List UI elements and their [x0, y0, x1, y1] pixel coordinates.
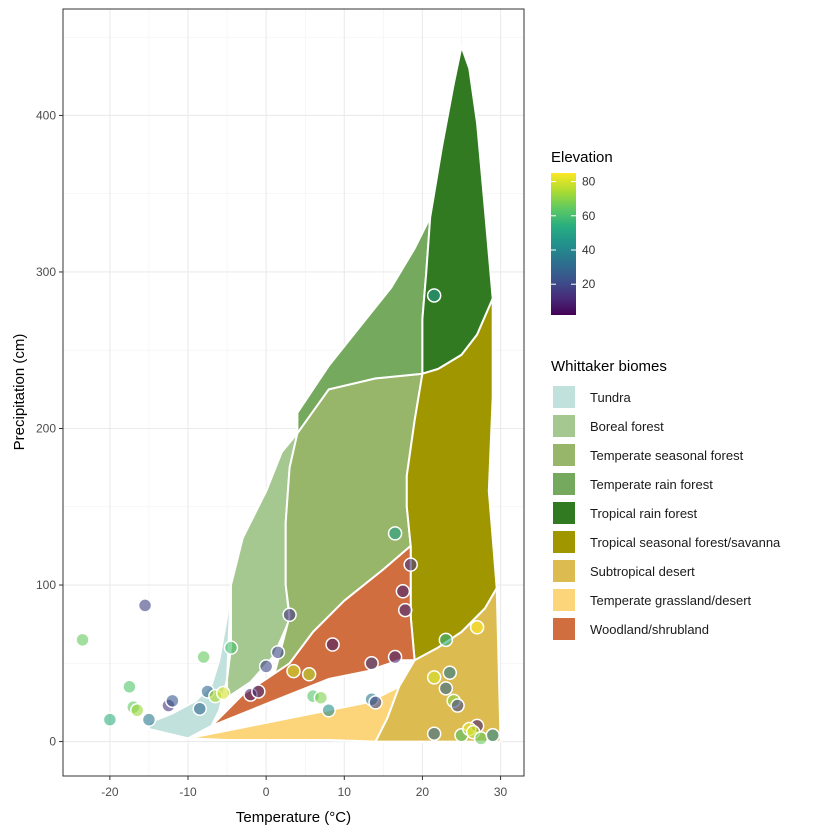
legend-label: Subtropical desert	[590, 564, 695, 579]
y-axis-title: Precipitation (cm)	[11, 334, 28, 451]
x-tick-label: 10	[338, 785, 352, 799]
legend-swatch	[553, 531, 575, 553]
data-point	[196, 649, 211, 665]
legend-swatch	[553, 386, 575, 408]
legend-label: Temperate rain forest	[590, 477, 713, 492]
data-point	[473, 731, 489, 746]
colorbar-tick-label: 60	[582, 209, 596, 223]
legend-swatch	[553, 560, 575, 582]
y-tick-label: 100	[36, 578, 56, 592]
grid-minor	[63, 9, 524, 776]
x-axis-title: Temperature (°C)	[236, 809, 351, 826]
data-point	[102, 712, 118, 727]
y-tick-label: 400	[36, 108, 56, 122]
data-point	[368, 695, 383, 710]
data-point	[438, 681, 454, 696]
data-point	[282, 607, 297, 623]
x-axis-title-unit: (°C)	[324, 809, 351, 826]
legend-swatch	[553, 473, 575, 495]
data-point	[137, 598, 153, 613]
legend-label: Temperate seasonal forest	[590, 448, 744, 463]
data-point	[403, 557, 418, 572]
biome-legend-title: Whittaker biomes	[551, 358, 667, 375]
data-point	[387, 649, 403, 665]
colorbar-tick-label: 40	[582, 243, 596, 257]
data-point	[426, 288, 442, 303]
data-point	[165, 693, 180, 709]
x-tick-label: -20	[101, 785, 119, 799]
data-point	[251, 684, 266, 699]
data-point	[395, 584, 411, 599]
data-point	[129, 703, 145, 718]
data-point	[387, 526, 403, 541]
data-point	[321, 703, 336, 718]
biome-legend: Tundra Boreal forest Temperate seasonal fo…	[553, 386, 781, 640]
data-point	[258, 659, 274, 674]
data-point	[469, 620, 485, 635]
legend-swatch	[553, 415, 575, 437]
data-point	[325, 637, 340, 652]
data-point	[485, 728, 500, 743]
data-points	[75, 288, 500, 746]
y-axis-ticks: 0 100 200 300 400	[36, 108, 63, 749]
x-axis-ticks: -20 -10 0 10 20 30	[101, 776, 508, 799]
data-point	[223, 640, 239, 655]
colorbar-title: Elevation	[551, 149, 613, 166]
data-point	[215, 685, 231, 701]
data-point	[286, 663, 301, 679]
data-point	[450, 698, 465, 713]
colorbar-tick-label: 20	[582, 277, 596, 291]
y-tick-label: 0	[49, 735, 56, 749]
plot-border	[62, 8, 525, 777]
legend-label: Tropical rain forest	[590, 506, 698, 521]
data-point	[426, 670, 442, 685]
data-point	[270, 645, 286, 660]
legend-label: Woodland/shrubland	[590, 622, 709, 637]
colorbar-tick-label: 80	[582, 175, 596, 189]
data-point	[364, 656, 379, 671]
legend-label: Temperate grassland/desert	[590, 593, 752, 608]
legend-label: Boreal forest	[590, 419, 664, 434]
colorbar-ticks: 20 40 60 80	[551, 175, 596, 291]
legend-swatch	[553, 502, 575, 524]
data-point	[442, 665, 458, 680]
legend-label: Tundra	[590, 390, 631, 405]
data-point	[75, 632, 90, 648]
x-tick-label: -10	[179, 785, 197, 799]
colorbar	[551, 173, 576, 315]
legend-swatch	[553, 444, 575, 466]
y-tick-label: 200	[36, 422, 56, 436]
x-tick-label: 20	[416, 785, 430, 799]
data-point	[301, 667, 317, 682]
data-point	[438, 632, 454, 648]
data-point	[426, 726, 442, 741]
data-point	[192, 701, 207, 716]
legend-swatch	[553, 618, 575, 640]
legend-swatch	[553, 589, 575, 611]
data-point	[397, 602, 413, 618]
biome-woodland-shrubland	[210, 544, 416, 727]
biome-temperate-grassland-desert	[187, 685, 400, 743]
data-point	[122, 679, 137, 695]
x-tick-label: 0	[263, 785, 270, 799]
y-tick-label: 300	[36, 265, 56, 279]
data-point	[141, 712, 157, 727]
data-point	[313, 690, 329, 705]
x-tick-label: 30	[494, 785, 508, 799]
x-axis-title-text: Temperature	[236, 809, 320, 826]
legend-label: Tropical seasonal forest/savanna	[590, 535, 781, 550]
